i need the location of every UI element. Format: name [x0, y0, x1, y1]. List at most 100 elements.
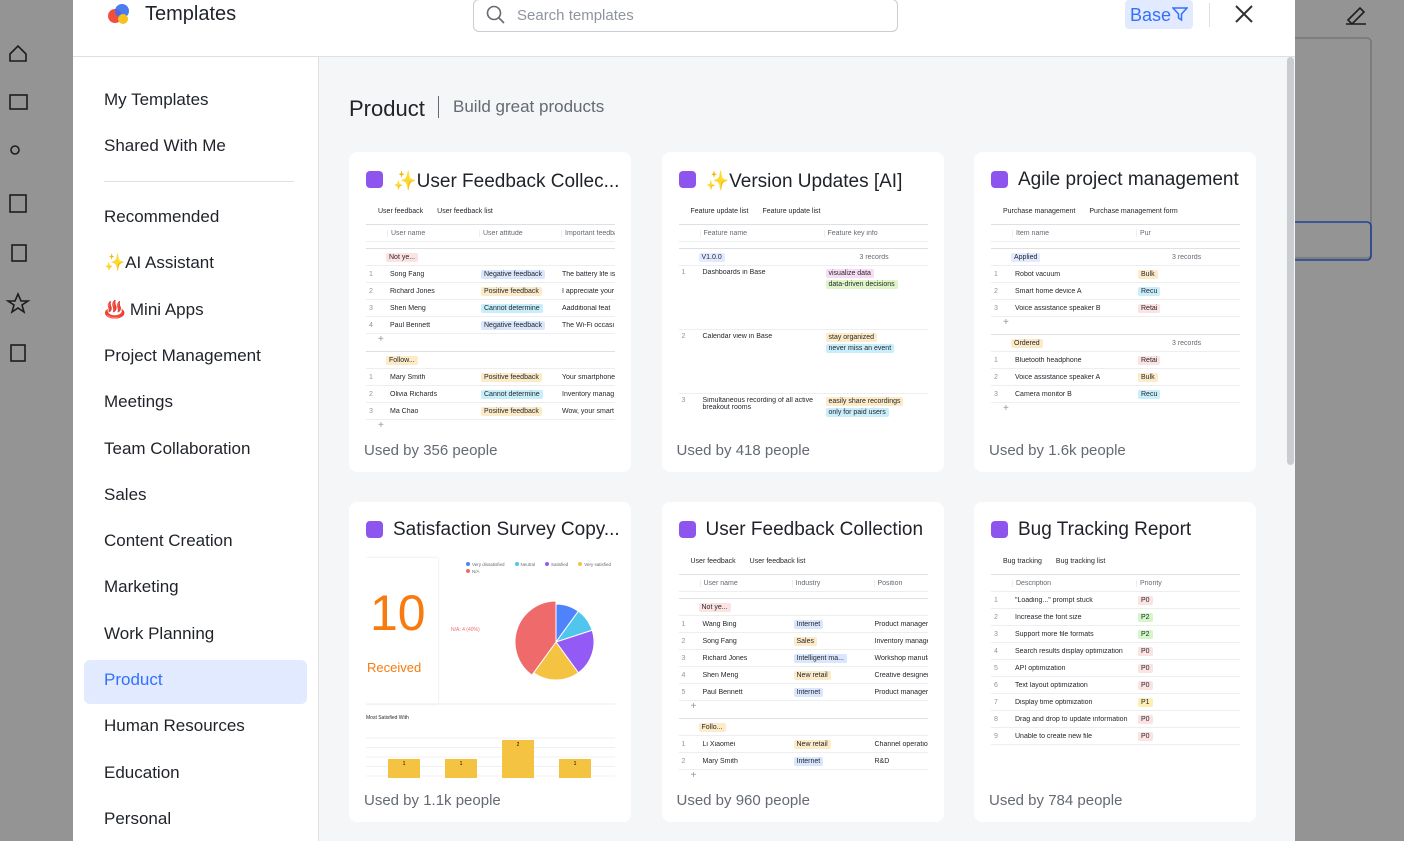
- group-tag: Ordered: [1011, 338, 1043, 348]
- trash-icon: [10, 344, 26, 362]
- thumb-header: Description Priority: [991, 574, 1240, 592]
- cell: Recu: [1135, 286, 1240, 296]
- nav-item[interactable]: Marketing: [104, 577, 179, 597]
- cell-text: 3: [994, 630, 998, 638]
- template-card[interactable]: Bug Tracking Report Used by 784 people Bug…: [974, 502, 1256, 822]
- thumbnail: 10 Received Very dissatisfied Neutral Satisf…: [366, 552, 615, 779]
- thumb-header: Feature name Feature key info: [678, 224, 928, 242]
- thumb-header: Item name Pur: [991, 224, 1240, 242]
- nav-item[interactable]: Meetings: [104, 392, 173, 412]
- card-title: ✨Version Updates [AI]: [705, 171, 903, 192]
- cell: 1: [991, 597, 1012, 604]
- nav-item[interactable]: Shared With Me: [104, 136, 226, 155]
- cell: Olivia Richards: [387, 391, 478, 398]
- row: 2 Voice assistance speaker A Bulk: [991, 369, 1240, 386]
- legend-item: Satisfied: [545, 562, 568, 567]
- filter-icon: [1172, 7, 1188, 22]
- cell-text: The Wi-Fi occasi: [562, 321, 615, 329]
- template-card[interactable]: ✨User Feedback Collec... Used by 356 peop…: [349, 152, 631, 472]
- cell-text: 3: [369, 304, 373, 312]
- nav-item[interactable]: Recommended: [104, 207, 220, 226]
- group-count: 3 records: [1172, 339, 1202, 347]
- cell: Li Xiaomei: [700, 741, 791, 748]
- section-subtitle: Build great products: [453, 97, 605, 116]
- cell: P0: [1135, 714, 1240, 724]
- nav-item[interactable]: ✨AI Assistant: [104, 253, 214, 273]
- cell-text: 1: [369, 270, 373, 278]
- cell-text: Your smartphone: [562, 373, 615, 381]
- nav-item[interactable]: My Templates: [104, 90, 209, 109]
- cell-text: Aadditional feat: [562, 304, 611, 312]
- cell: Paul Bennett: [700, 689, 791, 696]
- cell: Retai: [1135, 355, 1240, 365]
- bar: [445, 759, 477, 778]
- template-card[interactable]: Satisfaction Survey Copy... Used by 1.1k …: [349, 502, 631, 822]
- nav-item[interactable]: Content Creation: [104, 531, 233, 551]
- nav-item[interactable]: Human Resources: [104, 716, 245, 736]
- tag: New retail: [793, 670, 831, 680]
- legend-text: Neutral: [520, 562, 536, 567]
- search-box[interactable]: Search templates: [473, 0, 898, 32]
- template-card[interactable]: User Feedback Collection Used by 960 peop…: [661, 502, 944, 822]
- cell-text: Display time optimization: [1015, 698, 1093, 706]
- card-title: Satisfaction Survey Copy...: [393, 519, 618, 540]
- thumb-tab: Bug tracking list: [1055, 557, 1106, 565]
- cell: Your smartphone: [559, 374, 615, 381]
- card-usage: Used by 418 people: [676, 442, 810, 459]
- cell-text: Robot vacuum: [1015, 270, 1061, 278]
- filter-button[interactable]: Base: [1125, 0, 1193, 29]
- cell-text: 7: [994, 698, 998, 706]
- tag: P0: [1138, 646, 1153, 656]
- thumbnail: Feature update list Feature update list Fe…: [678, 202, 928, 429]
- doc-icon: [9, 194, 27, 213]
- cell: Smart home device A: [1012, 288, 1135, 295]
- cell-text: Product manager: [874, 620, 928, 628]
- edit-icon: [1346, 6, 1366, 26]
- nav-item[interactable]: Project Management: [104, 345, 261, 365]
- cell: 3: [679, 397, 700, 404]
- cell: 5: [679, 689, 700, 696]
- template-card[interactable]: Agile project management Used by 1.6k peo…: [974, 152, 1256, 472]
- tag: Cannot determine: [481, 389, 543, 399]
- add-row: +: [378, 420, 384, 429]
- nav-item[interactable]: Personal: [104, 808, 172, 828]
- nav-item[interactable]: Education: [104, 762, 180, 782]
- nav-item[interactable]: Work Planning: [104, 623, 215, 643]
- cell: Positive feedback: [478, 372, 559, 382]
- cell: P0: [1135, 731, 1240, 741]
- close-button[interactable]: [1234, 4, 1254, 24]
- legend-dot: [514, 562, 519, 566]
- nav-item[interactable]: Sales: [104, 484, 147, 504]
- cell-text: 3: [369, 407, 373, 415]
- cell: Bulk: [1135, 269, 1240, 279]
- tag: stay organized: [825, 333, 878, 342]
- header-border: [73, 56, 1295, 57]
- legend-dot: [466, 562, 470, 566]
- nav-item[interactable]: Product: [104, 670, 163, 689]
- copy-icon: [11, 244, 27, 262]
- cell: visualize data data-driven decisions: [823, 269, 928, 291]
- bar-label: 1: [460, 761, 463, 767]
- add-row: +: [378, 334, 384, 345]
- group-tag: Not ye...: [386, 252, 419, 262]
- cell: 2: [679, 333, 700, 340]
- cell: P2: [1135, 612, 1240, 622]
- cell: 4: [679, 672, 700, 679]
- cell: 1: [679, 269, 700, 276]
- tag: P0: [1138, 714, 1153, 724]
- scrollbar[interactable]: [1287, 57, 1294, 465]
- nav-item[interactable]: Team Collaboration: [104, 438, 251, 458]
- row: 1 Wang Bing Internet Product manager: [678, 616, 928, 633]
- row: 3 Voice assistance speaker B Retai: [991, 300, 1240, 317]
- cell: 5: [991, 665, 1012, 672]
- cell: Drag and drop to update information: [1012, 716, 1135, 723]
- template-card[interactable]: ✨Version Updates [AI] Used by 418 people F…: [661, 152, 944, 472]
- nav-item[interactable]: ♨️ Mini Apps: [104, 299, 204, 319]
- bar: [388, 759, 420, 778]
- group-header: Ordered 3 records: [991, 334, 1240, 352]
- row: 3 Richard Jones Intelligent ma... Workshop …: [678, 650, 928, 667]
- folder-icon: [9, 94, 28, 110]
- group-tag: V1.0.0: [698, 252, 725, 262]
- cell-text: Smart home device A: [1015, 287, 1082, 295]
